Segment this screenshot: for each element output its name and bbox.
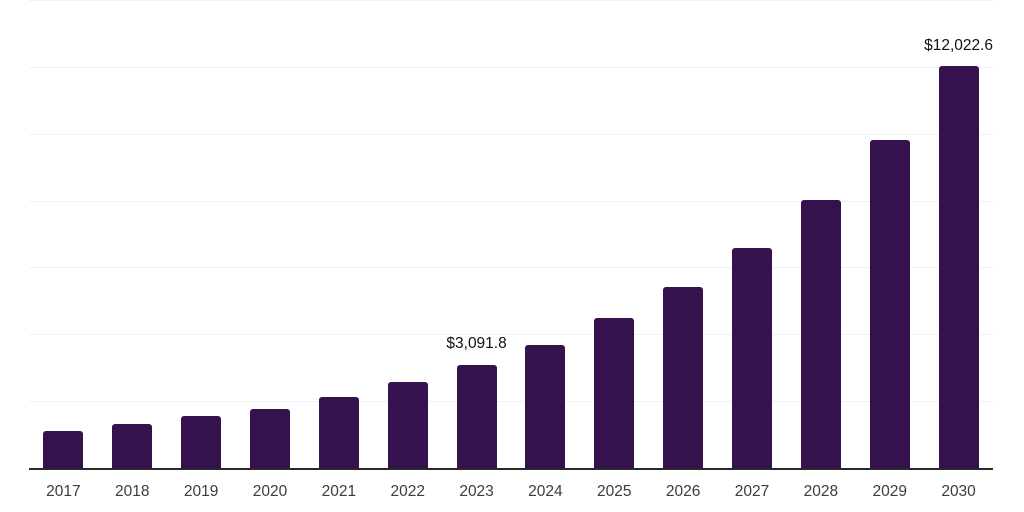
gridline-14000	[29, 0, 993, 1]
plot-area: $3,091.8 $12,022.6	[29, 0, 993, 468]
bar-2027	[732, 247, 772, 468]
x-axis: 2017 2018 2019 2020 2021 2022 2023 2024 2025 2026…	[0, 470, 1024, 512]
data-label-2023: $3,091.8	[446, 335, 507, 353]
x-tick-2028: 2028	[803, 483, 839, 500]
x-axis-line	[29, 468, 993, 470]
x-tick-2024: 2024	[528, 483, 563, 500]
bar-2030	[938, 66, 979, 468]
bar-2021	[318, 396, 359, 468]
bar-2025	[594, 318, 635, 468]
x-tick-2027: 2027	[734, 483, 770, 500]
x-tick-2021: 2021	[321, 483, 357, 500]
bar-2029	[869, 139, 910, 468]
bar-2028	[800, 199, 841, 468]
x-tick-2019: 2019	[183, 483, 219, 500]
bar-2024	[525, 344, 566, 468]
gridline-6000	[29, 267, 993, 269]
x-tick-2018: 2018	[115, 483, 150, 500]
x-tick-2020: 2020	[252, 483, 288, 500]
data-label-2030: $12,022.6	[924, 36, 994, 54]
x-tick-2023: 2023	[459, 483, 494, 500]
bar-2018	[112, 424, 153, 468]
bar-2019	[181, 415, 222, 468]
x-tick-2029: 2029	[872, 483, 907, 500]
x-tick-2030: 2030	[941, 483, 976, 500]
bar-2017	[43, 431, 84, 468]
x-tick-2022: 2022	[390, 483, 425, 500]
bar-2022	[387, 382, 428, 468]
gridline-12000	[29, 66, 993, 68]
gridline-10000	[29, 133, 993, 135]
x-tick-2017: 2017	[46, 483, 81, 500]
x-tick-2026: 2026	[665, 483, 701, 500]
bar-2020	[250, 409, 290, 468]
gridline-4000	[29, 334, 993, 336]
gridline-2000	[29, 401, 993, 403]
bar-2023	[456, 364, 497, 468]
gridline-8000	[29, 200, 993, 202]
x-tick-2025: 2025	[597, 483, 632, 500]
bar-2026	[663, 287, 704, 468]
